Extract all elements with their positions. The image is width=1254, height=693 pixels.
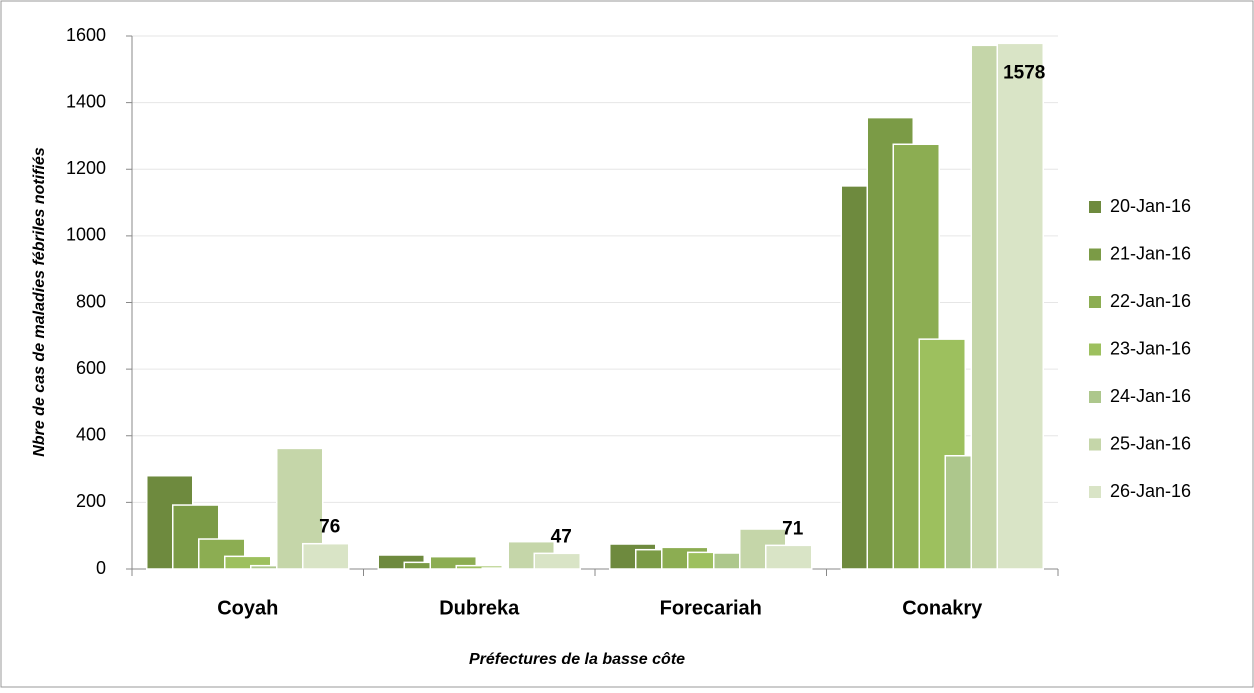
legend-label: 24-Jan-16 [1110,386,1191,406]
y-tick-label: 1200 [66,158,106,178]
legend-label: 23-Jan-16 [1110,338,1191,358]
y-tick-label: 1400 [66,91,106,111]
legend-swatch [1089,438,1101,451]
legend-swatch [1089,248,1101,261]
bar [533,552,581,570]
bar [765,544,813,570]
legend-swatch [1089,296,1101,308]
data-label: 71 [782,518,804,539]
legend-swatch [1089,391,1101,403]
x-tick-label: Forecariah [660,597,762,619]
x-tick-label: Conakry [902,597,983,619]
bar [302,542,350,570]
legend-swatch [1089,486,1101,498]
y-tick-label: 1600 [66,25,106,45]
legend-label: 26-Jan-16 [1110,481,1191,501]
x-tick-label: Dubreka [439,597,520,619]
legend-label: 21-Jan-16 [1110,243,1191,263]
legend-label: 20-Jan-16 [1110,196,1191,216]
x-axis-title: Préfectures de la basse côte [469,651,685,668]
data-label: 1578 [1003,62,1045,83]
bar [996,42,1044,570]
legend-swatch [1089,201,1101,213]
y-tick-label: 600 [76,358,106,378]
data-label: 76 [319,517,340,538]
x-tick-label: Coyah [217,597,278,619]
legend-swatch [1089,343,1101,356]
legend-label: 22-Jan-16 [1110,291,1191,311]
legend-label: 25-Jan-16 [1110,433,1191,453]
y-tick-label: 200 [76,491,106,511]
data-label: 47 [551,526,572,547]
y-tick-label: 800 [76,291,106,311]
y-axis-title: Nbre de cas de maladies fébriles notifié… [31,147,48,457]
y-tick-label: 1000 [66,225,106,245]
y-tick-label: 400 [76,425,106,445]
y-tick-label: 0 [96,558,106,578]
